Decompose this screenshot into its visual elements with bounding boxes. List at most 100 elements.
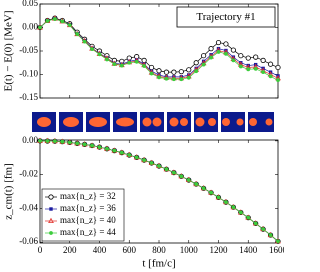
marker <box>201 62 206 67</box>
marker <box>268 233 273 237</box>
marker <box>127 60 132 65</box>
marker <box>187 73 191 77</box>
marker <box>164 167 169 172</box>
marker <box>171 77 176 82</box>
marker <box>178 69 184 75</box>
density-frame <box>248 112 274 132</box>
marker <box>67 140 72 145</box>
y-tick-label: -0.10 <box>19 69 38 79</box>
marker <box>245 55 251 61</box>
marker <box>268 74 273 79</box>
marker <box>60 19 65 24</box>
marker <box>75 141 80 146</box>
legend-label: max{n_z} = 32 <box>60 191 116 201</box>
marker <box>38 138 42 143</box>
marker <box>261 70 266 75</box>
annotation: Trajectory #1 <box>196 11 255 23</box>
marker <box>208 46 214 52</box>
marker <box>149 69 154 73</box>
marker <box>216 195 221 200</box>
marker <box>142 158 147 162</box>
figure: -0.15 -0.10 -0.05 0.00 0.05 E(t) − E(0) [MeV]… <box>3 0 284 270</box>
marker <box>230 47 236 53</box>
marker <box>119 63 124 68</box>
y-tick-label: -0.02 <box>19 169 38 179</box>
marker <box>157 164 161 168</box>
marker <box>253 66 258 71</box>
marker <box>105 146 109 151</box>
marker <box>231 58 236 63</box>
x-tick-label: 1600 <box>269 245 284 255</box>
marker <box>142 64 147 68</box>
marker <box>52 17 57 21</box>
marker <box>49 207 53 211</box>
marker <box>194 69 199 74</box>
density-blob <box>89 117 107 127</box>
marker <box>49 231 53 235</box>
marker <box>48 217 54 224</box>
marker <box>253 54 259 60</box>
y-tick-label: -0.06 <box>19 236 38 246</box>
y-axis-label: E(t) − E(0) [MeV] <box>3 10 15 91</box>
marker <box>82 39 87 44</box>
marker <box>149 161 154 165</box>
marker <box>60 139 65 144</box>
x-tick-label: 200 <box>63 245 77 255</box>
density-blob <box>249 118 257 126</box>
marker <box>134 155 139 160</box>
marker <box>179 75 184 79</box>
marker <box>260 57 266 64</box>
marker <box>209 190 213 195</box>
legend-box <box>41 188 125 242</box>
annotation-box <box>176 6 276 28</box>
marker <box>231 205 236 210</box>
marker <box>38 25 42 30</box>
x-tick-label: 1200 <box>210 245 229 255</box>
marker <box>164 76 169 81</box>
marker <box>215 39 222 46</box>
marker <box>216 50 221 54</box>
y-tick-label: 0.00 <box>22 135 38 145</box>
marker <box>163 69 170 75</box>
marker <box>238 64 243 69</box>
marker <box>156 68 162 74</box>
marker <box>186 67 192 73</box>
marker <box>105 57 109 62</box>
y-tick-label: -0.04 <box>19 202 38 212</box>
density-blob <box>195 117 205 127</box>
x-tick-label: 0 <box>38 245 43 255</box>
density-blob <box>236 118 244 126</box>
density-blob <box>63 117 79 127</box>
density-blob <box>142 117 152 127</box>
marker <box>186 75 191 80</box>
marker <box>224 51 228 56</box>
y-tick-label: -0.05 <box>19 45 38 55</box>
x-tick-label: 600 <box>123 245 137 255</box>
marker <box>171 69 177 75</box>
x-tick-label: 1000 <box>180 245 199 255</box>
density-blob <box>116 117 134 127</box>
marker <box>276 78 280 83</box>
marker <box>179 77 184 82</box>
density-strip <box>32 112 274 132</box>
marker <box>45 19 50 23</box>
density-blob <box>208 118 216 126</box>
marker <box>97 145 102 149</box>
marker <box>82 142 87 147</box>
marker <box>127 153 132 157</box>
marker <box>261 227 266 232</box>
marker <box>201 186 206 191</box>
density-blob <box>37 117 51 127</box>
marker <box>149 71 154 76</box>
density-blob <box>265 118 273 126</box>
marker <box>75 32 80 36</box>
x-tick-label: 400 <box>93 245 107 255</box>
marker <box>67 23 72 28</box>
marker <box>201 53 207 59</box>
legend-label: max{n_z} = 44 <box>60 227 116 237</box>
marker <box>186 178 191 182</box>
marker <box>90 143 94 148</box>
marker <box>148 64 155 71</box>
marker <box>194 66 198 71</box>
marker <box>194 182 199 186</box>
